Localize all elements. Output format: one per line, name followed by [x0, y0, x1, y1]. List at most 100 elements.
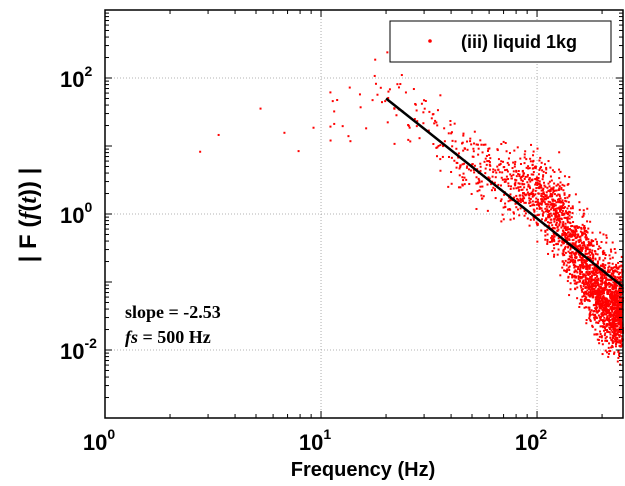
tick-exponent: -2 — [84, 335, 97, 351]
scatter-point — [556, 183, 559, 186]
scatter-point — [602, 306, 605, 309]
scatter-point — [593, 333, 596, 336]
scatter-point — [590, 283, 593, 286]
scatter-point — [541, 213, 544, 216]
scatter-point — [388, 88, 391, 91]
scatter-point — [596, 269, 599, 272]
scatter-point — [560, 226, 563, 229]
scatter-point — [513, 163, 516, 166]
scatter-point — [597, 338, 600, 341]
scatter-point — [605, 310, 608, 313]
scatter-point — [542, 192, 545, 195]
scatter-point — [514, 160, 517, 163]
scatter-point — [329, 91, 332, 94]
scatter-point — [565, 270, 568, 273]
scatter-point — [532, 208, 535, 211]
scatter-point — [561, 266, 564, 269]
scatter-point — [598, 245, 601, 248]
scatter-point — [600, 336, 603, 339]
scatter-point — [599, 231, 602, 234]
scatter-point — [494, 197, 497, 200]
legend: (iii) liquid 1kg — [389, 20, 612, 63]
scatter-point — [581, 257, 584, 260]
scatter-point — [528, 167, 531, 170]
scatter-point — [544, 229, 547, 232]
scatter-point — [480, 194, 483, 197]
scatter-point — [605, 300, 608, 303]
scatter-point — [523, 186, 526, 189]
scatter-point — [595, 240, 598, 243]
scatter-point — [570, 254, 573, 257]
scatter-point — [592, 270, 595, 273]
scatter-point — [585, 258, 588, 261]
scatter-point — [379, 86, 382, 89]
scatter-point — [538, 180, 541, 183]
scatter-point — [527, 183, 530, 186]
scatter-point — [606, 330, 609, 333]
scatter-point — [555, 213, 558, 216]
scatter-point — [358, 93, 361, 96]
scatter-point — [610, 291, 613, 294]
scatter-point — [509, 198, 512, 201]
scatter-point — [579, 275, 582, 278]
scatter-point — [531, 164, 534, 167]
scatter-point — [571, 205, 574, 208]
scatter-point — [510, 175, 513, 178]
scatter-point — [502, 140, 505, 143]
scatter-point — [599, 283, 602, 286]
scatter-point — [597, 300, 600, 303]
scatter-point — [585, 260, 588, 263]
scatter-point — [583, 261, 586, 264]
scatter-point — [614, 269, 617, 272]
scatter-point — [600, 287, 603, 290]
scatter-point — [520, 188, 523, 191]
scatter-point — [609, 292, 612, 295]
scatter-point — [588, 270, 591, 273]
scatter-point — [522, 195, 525, 198]
scatter-point — [486, 150, 489, 153]
scatter-point — [562, 250, 565, 253]
scatter-point — [504, 202, 507, 205]
scatter-point — [605, 325, 608, 328]
scatter-point — [562, 204, 565, 207]
scatter-point — [600, 241, 603, 244]
scatter-point — [551, 169, 554, 172]
scatter-point — [535, 200, 538, 203]
scatter-point — [513, 183, 516, 186]
scatter-point — [557, 200, 560, 203]
scatter-point — [593, 273, 596, 276]
scatter-point — [614, 284, 617, 287]
scatter-point — [614, 270, 617, 273]
scatter-point — [583, 293, 586, 296]
scatter-point — [601, 265, 604, 268]
scatter-point — [611, 256, 614, 259]
scatter-point — [558, 168, 561, 171]
scatter-point — [612, 285, 615, 288]
scatter-point — [588, 291, 591, 294]
scatter-point — [599, 330, 602, 333]
scatter-point — [584, 276, 587, 279]
scatter-point — [619, 334, 622, 337]
scatter-point — [464, 147, 467, 150]
scatter-point — [596, 289, 599, 292]
scatter-point — [568, 211, 571, 214]
scatter-point — [511, 167, 514, 170]
scatter-point — [619, 288, 622, 291]
scatter-point — [566, 268, 569, 271]
scatter-point — [598, 305, 601, 308]
scatter-point — [532, 218, 535, 221]
scatter-point — [613, 307, 616, 310]
scatter-point — [539, 167, 542, 170]
scatter-point — [536, 240, 539, 243]
scatter-point — [615, 304, 618, 307]
scatter-point — [593, 317, 596, 320]
scatter-point — [514, 181, 517, 184]
scatter-point — [545, 210, 548, 213]
x-axis-label: Frequency (Hz) — [291, 459, 435, 481]
scatter-point — [551, 193, 554, 196]
scatter-point — [559, 181, 562, 184]
scatter-point — [613, 311, 616, 314]
scatter-point — [587, 294, 590, 297]
scatter-point — [488, 153, 491, 156]
scatter-point — [613, 297, 616, 300]
